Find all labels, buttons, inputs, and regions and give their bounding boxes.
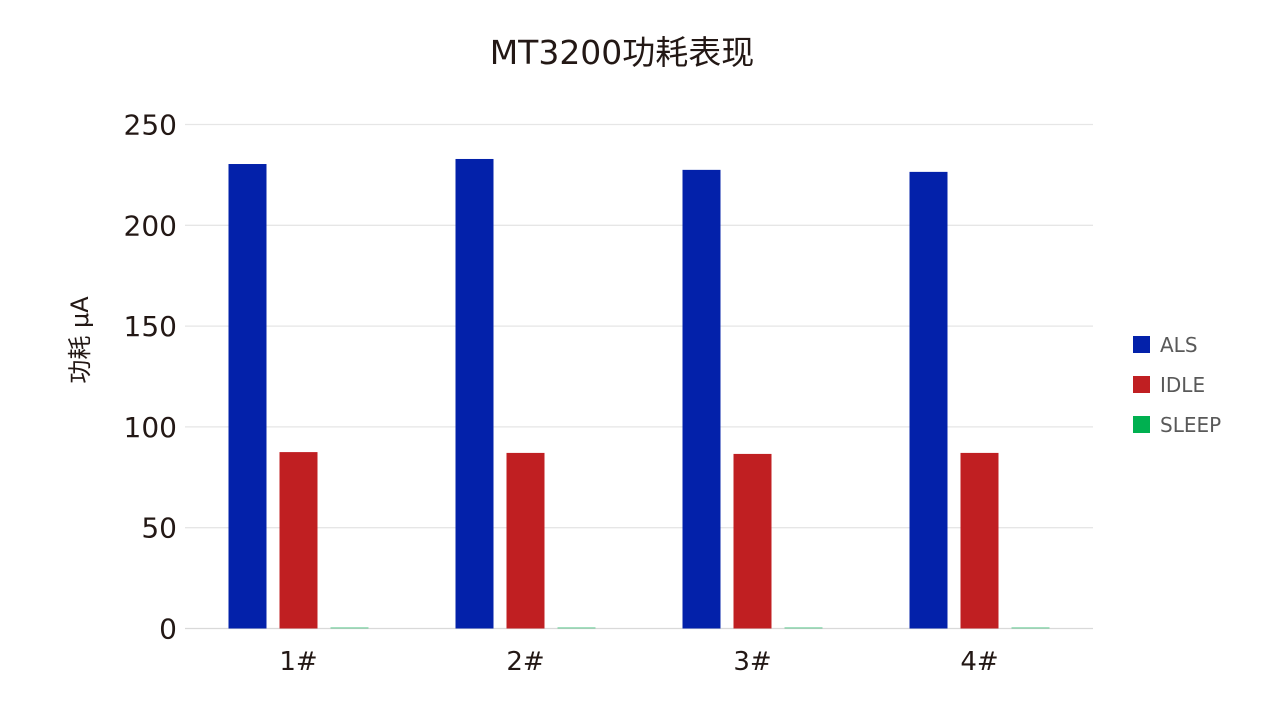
bar-sleep-3: [784, 627, 823, 629]
y-tick-label: 50: [141, 512, 177, 545]
bar-sleep-4: [1011, 627, 1050, 629]
x-tick-label: 4#: [960, 647, 998, 677]
bar-als-3: [682, 169, 721, 629]
legend-swatch-idle: [1133, 376, 1150, 393]
y-axis-label: 功耗 μA: [66, 296, 94, 384]
bar-als-2: [455, 158, 494, 629]
chart-title: MT3200功耗表现: [490, 33, 755, 72]
bar-sleep-1: [330, 627, 369, 629]
x-tick-label: 3#: [733, 647, 771, 677]
legend-label: SLEEP: [1160, 413, 1221, 437]
bar-als-4: [909, 171, 948, 629]
legend-swatch-sleep: [1133, 416, 1150, 433]
legend-swatch-als: [1133, 336, 1150, 353]
y-tick-label: 150: [124, 310, 177, 343]
bar-als-1: [228, 164, 267, 629]
y-tick-label: 100: [124, 411, 177, 444]
x-tick-label: 1#: [279, 647, 317, 677]
bar-idle-4: [960, 452, 999, 629]
y-tick-label: 250: [124, 109, 177, 142]
bar-idle-2: [506, 452, 545, 629]
y-tick-label: 200: [124, 209, 177, 242]
legend-label: ALS: [1160, 333, 1198, 357]
bar-idle-3: [733, 453, 772, 629]
x-tick-label: 2#: [506, 647, 544, 677]
legend-label: IDLE: [1160, 373, 1205, 397]
y-tick-label: 0: [159, 613, 177, 646]
bar-sleep-2: [557, 627, 596, 629]
bar-idle-1: [279, 452, 318, 629]
